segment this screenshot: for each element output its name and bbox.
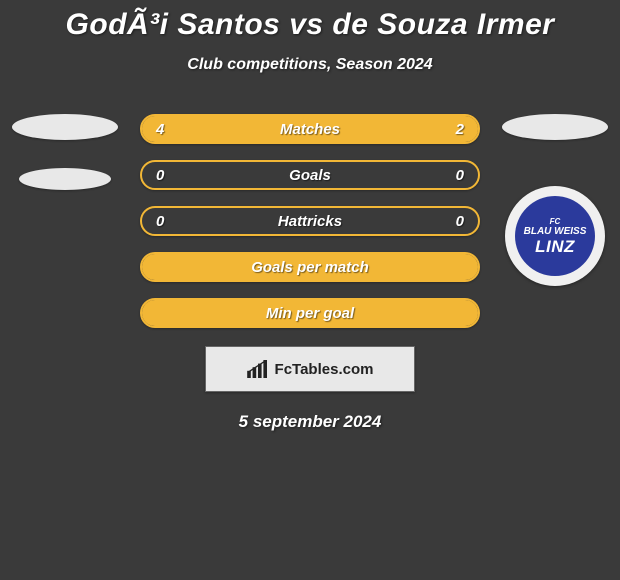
bar-fill-right xyxy=(366,116,478,142)
bar-label: Goals xyxy=(142,162,478,188)
stat-bar: 0 0Hattricks xyxy=(140,206,480,236)
bar-value-left: 0 xyxy=(156,208,164,234)
bar-fill-left xyxy=(142,300,478,326)
chart-icon xyxy=(247,360,269,378)
club-line3: LINZ xyxy=(535,238,575,255)
bar-value-right: 0 xyxy=(456,162,464,188)
stat-bar: Min per goal xyxy=(140,298,480,328)
bar-fill-left xyxy=(142,254,478,280)
club-badge-right: FC BLAU WEISS LINZ xyxy=(505,186,605,286)
stat-bar: 0 0Goals xyxy=(140,160,480,190)
comparison-content: FC BLAU WEISS LINZ 42Matches00Goals00Hat… xyxy=(0,114,620,432)
bar-value-right: 0 xyxy=(456,208,464,234)
bar-fill-left xyxy=(142,116,366,142)
date-label: 5 september 2024 xyxy=(0,412,620,432)
brand-box[interactable]: FcTables.com xyxy=(205,346,415,392)
right-player-column: FC BLAU WEISS LINZ xyxy=(490,114,620,286)
stat-bar: 42Matches xyxy=(140,114,480,144)
stat-bars: 42Matches00Goals00HattricksGoals per mat… xyxy=(140,114,480,328)
player-photo-placeholder-right xyxy=(502,114,608,140)
brand-text: FcTables.com xyxy=(275,361,374,378)
left-player-column xyxy=(0,114,130,218)
subtitle: Club competitions, Season 2024 xyxy=(0,56,620,74)
club-line1: FC xyxy=(550,218,561,226)
stat-bar: Goals per match xyxy=(140,252,480,282)
club-badge-inner: FC BLAU WEISS LINZ xyxy=(515,196,595,276)
page-title: GodÃ³i Santos vs de Souza Irmer xyxy=(0,0,620,42)
bar-label: Hattricks xyxy=(142,208,478,234)
bar-value-left: 0 xyxy=(156,162,164,188)
player-photo-placeholder-left xyxy=(12,114,118,140)
club-logo-placeholder-left xyxy=(19,168,111,190)
club-line2: BLAU WEISS xyxy=(524,227,587,237)
